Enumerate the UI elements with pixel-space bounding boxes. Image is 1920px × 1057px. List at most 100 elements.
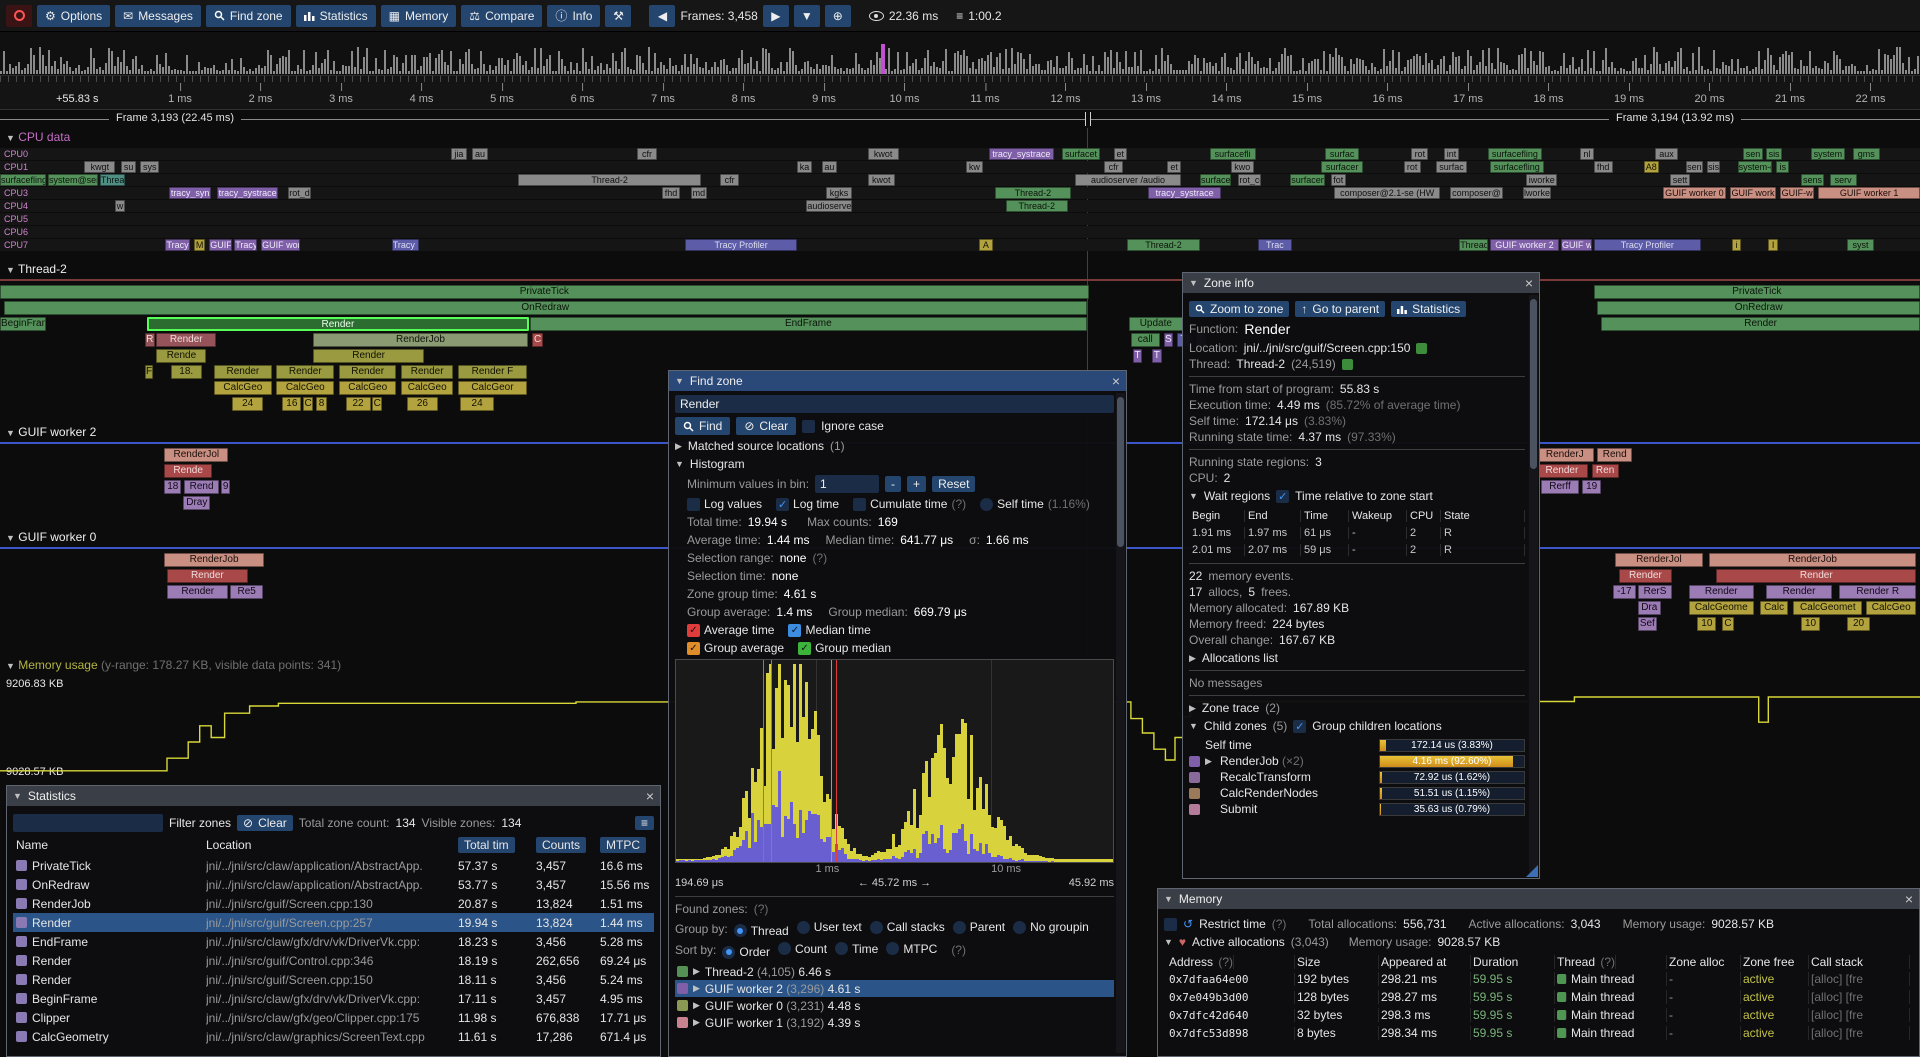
collapse-icon[interactable]: ▼	[675, 376, 684, 386]
timeline-zone[interactable]: int	[1443, 148, 1460, 160]
memory-allocation-row[interactable]: 0x7e049b3d00 128 bytes 298.27 ms 59.95 s Mai…	[1164, 988, 1913, 1006]
timeline-zone[interactable]: R	[144, 333, 155, 347]
timeline-zone[interactable]: fot	[1330, 174, 1346, 186]
alloc-address[interactable]: 0x7dfaa64e00	[1167, 972, 1295, 986]
timeline-zone[interactable]: call	[1130, 333, 1160, 347]
radio-option[interactable]: No groupin	[1013, 920, 1089, 934]
toolbar-button-memory[interactable]: ▦ Memory	[380, 4, 457, 27]
timeline-zone[interactable]: Render	[214, 365, 272, 379]
timeline-zone[interactable]: 20	[1847, 617, 1871, 631]
timeline-zone[interactable]: surfacefling	[1488, 148, 1542, 160]
timeline-zone[interactable]: kw	[965, 161, 984, 173]
timeline-zone[interactable]: Rend	[184, 480, 219, 494]
toolbar-button-compare[interactable]: ⚖ Compare	[461, 4, 543, 27]
found-zone-group[interactable]: ▶ GUIF worker 0 (3,231) 4.48 s	[675, 997, 1114, 1014]
timeline-zone[interactable]: Render	[1618, 569, 1673, 583]
timeline-zone[interactable]: C	[372, 397, 383, 411]
radio-icon[interactable]	[886, 942, 900, 955]
timeline-zone[interactable]: kgks	[825, 187, 853, 199]
next-frame-button[interactable]: ▶	[762, 4, 789, 27]
timeline-zone[interactable]: GUIF worker 1	[1818, 187, 1920, 199]
tools-button[interactable]: ⚒	[605, 4, 632, 27]
zone-trace-row[interactable]: ▶ Zone trace (2)	[1189, 701, 1525, 715]
timeline-zone[interactable]: surfacefli	[1209, 148, 1256, 160]
stats-row[interactable]: Render jni/../jni/src/guif/Screen.cpp:257…	[13, 913, 654, 932]
stats-row[interactable]: Render jni/../jni/src/guif/Control.cpp:34…	[13, 951, 654, 970]
stats-row[interactable]: CalcGeometry jni/../jni/src/claw/graphics…	[13, 1027, 654, 1046]
zoom-to-zone-button[interactable]: Zoom to zone	[1189, 301, 1290, 317]
timeline-zone[interactable]: CalcGeo	[401, 381, 454, 395]
radio-icon[interactable]	[733, 924, 747, 937]
timeline-zone[interactable]: A	[979, 239, 993, 251]
timeline-zone[interactable]: ka	[796, 161, 813, 173]
collapse-icon[interactable]: ▼	[1164, 937, 1173, 947]
timeline-zone[interactable]: i	[1731, 239, 1742, 251]
timeline-zone[interactable]: Tracy Profiler	[685, 239, 797, 251]
child-zone-row[interactable]: ▶ RenderJob (×2) 4.16 ms (92.60%)	[1189, 753, 1525, 769]
timeline-zone[interactable]: audioserver	[806, 200, 853, 212]
timeline-zone[interactable]: 24	[459, 397, 495, 411]
collapse-icon[interactable]: ▼	[6, 533, 15, 543]
timeline-zone[interactable]: BeginFrame	[0, 317, 47, 331]
thread-header[interactable]: ▼ GUIF worker 2	[0, 425, 1920, 441]
timeline-zone[interactable]: sis	[1706, 161, 1721, 173]
timeline-zone[interactable]: C	[303, 397, 313, 411]
timeline-zone[interactable]: kwot	[867, 148, 899, 160]
timeline-zone[interactable]: sis	[1766, 148, 1782, 160]
timeline-zone[interactable]: Render	[1688, 585, 1754, 599]
expand-icon[interactable]: ▶	[675, 440, 682, 451]
radio-icon[interactable]	[778, 942, 792, 955]
timeline-zone[interactable]: 9	[220, 480, 231, 494]
timeline-zone[interactable]: iworke	[1526, 174, 1558, 186]
filter-zones-input[interactable]	[13, 814, 163, 832]
radio-option[interactable]: User text	[796, 920, 862, 934]
clear-filter-button[interactable]: ⊘ Clear	[237, 815, 293, 831]
timeline-zone[interactable]: Thread-2	[1006, 200, 1068, 212]
timeline-zone[interactable]: CalcGeor	[457, 381, 528, 395]
timeline-zone[interactable]: surfacel	[1200, 174, 1231, 186]
collapse-icon[interactable]: ▼	[675, 459, 684, 469]
timeline-zone[interactable]: Calc	[1759, 601, 1789, 615]
statistics-button[interactable]: Statistics	[1391, 301, 1467, 317]
timeline-zone[interactable]: Render	[1536, 464, 1588, 478]
close-icon[interactable]: ×	[1904, 891, 1913, 907]
timeline-zone[interactable]: system-g	[1737, 161, 1773, 173]
radio-icon[interactable]	[835, 942, 849, 955]
timeline-zone[interactable]: Thread-2	[1127, 239, 1200, 251]
timeline-zone[interactable]: w	[115, 200, 125, 212]
allocations-list-row[interactable]: ▶ Allocations list	[1189, 651, 1525, 665]
stats-row[interactable]: PrivateTick jni/../jni/src/claw/applicati…	[13, 856, 654, 875]
child-zone-row[interactable]: Submit 35.63 us (0.79%)	[1189, 801, 1525, 817]
timeline-zone[interactable]: RerS	[1637, 585, 1673, 599]
radio-icon[interactable]	[1013, 920, 1027, 934]
timeline-zone[interactable]: CalcGeomet	[1793, 601, 1863, 615]
timeline-zone[interactable]: au	[472, 148, 488, 160]
collapse-icon[interactable]: ▼	[1189, 721, 1198, 731]
timeline-zone[interactable]: F	[144, 365, 153, 379]
collapse-icon[interactable]: ▼	[13, 791, 22, 801]
timeline-zone[interactable]: OnRedraw	[1597, 301, 1920, 315]
timeline-zone[interactable]: system@serv	[48, 174, 98, 186]
alloc-call-stack[interactable]: [alloc] [fre	[1809, 990, 1910, 1004]
memory-header-cell[interactable]: Thread (?)	[1555, 954, 1667, 969]
timeline-zone[interactable]: Tracy Profiler	[1593, 239, 1702, 251]
col-location[interactable]: Location	[206, 838, 252, 852]
expand-icon[interactable]: ▶	[693, 966, 700, 976]
timeline-zone[interactable]: Render	[276, 365, 335, 379]
find-zone-histogram[interactable]	[675, 659, 1114, 863]
timeline-zone[interactable]: rot_col	[1238, 174, 1262, 186]
timeline-zone[interactable]: Tracy	[234, 239, 258, 251]
resize-grip[interactable]	[1526, 865, 1538, 877]
stats-row[interactable]: EndFrame jni/../jni/src/claw/gfx/drv/vk/D…	[13, 932, 654, 951]
radio-option[interactable]: Parent	[952, 920, 1005, 934]
radio-icon[interactable]	[722, 945, 736, 959]
relative-time-checkbox[interactable]: ✓	[1276, 489, 1290, 503]
toolbar-button-find-zone[interactable]: Find zone	[205, 4, 291, 27]
timeline-zone[interactable]: PrivateTick	[0, 285, 1089, 299]
timeline-zone[interactable]: I	[1768, 239, 1778, 251]
expand-icon[interactable]: ▶	[1189, 702, 1196, 713]
timeline-zone[interactable]: GUIF work	[1729, 187, 1776, 199]
location-value[interactable]: jni/../jni/src/guif/Screen.cpp:150	[1243, 341, 1411, 355]
scrollbar[interactable]	[1116, 393, 1125, 1053]
bin-plus-button[interactable]: +	[907, 476, 927, 492]
